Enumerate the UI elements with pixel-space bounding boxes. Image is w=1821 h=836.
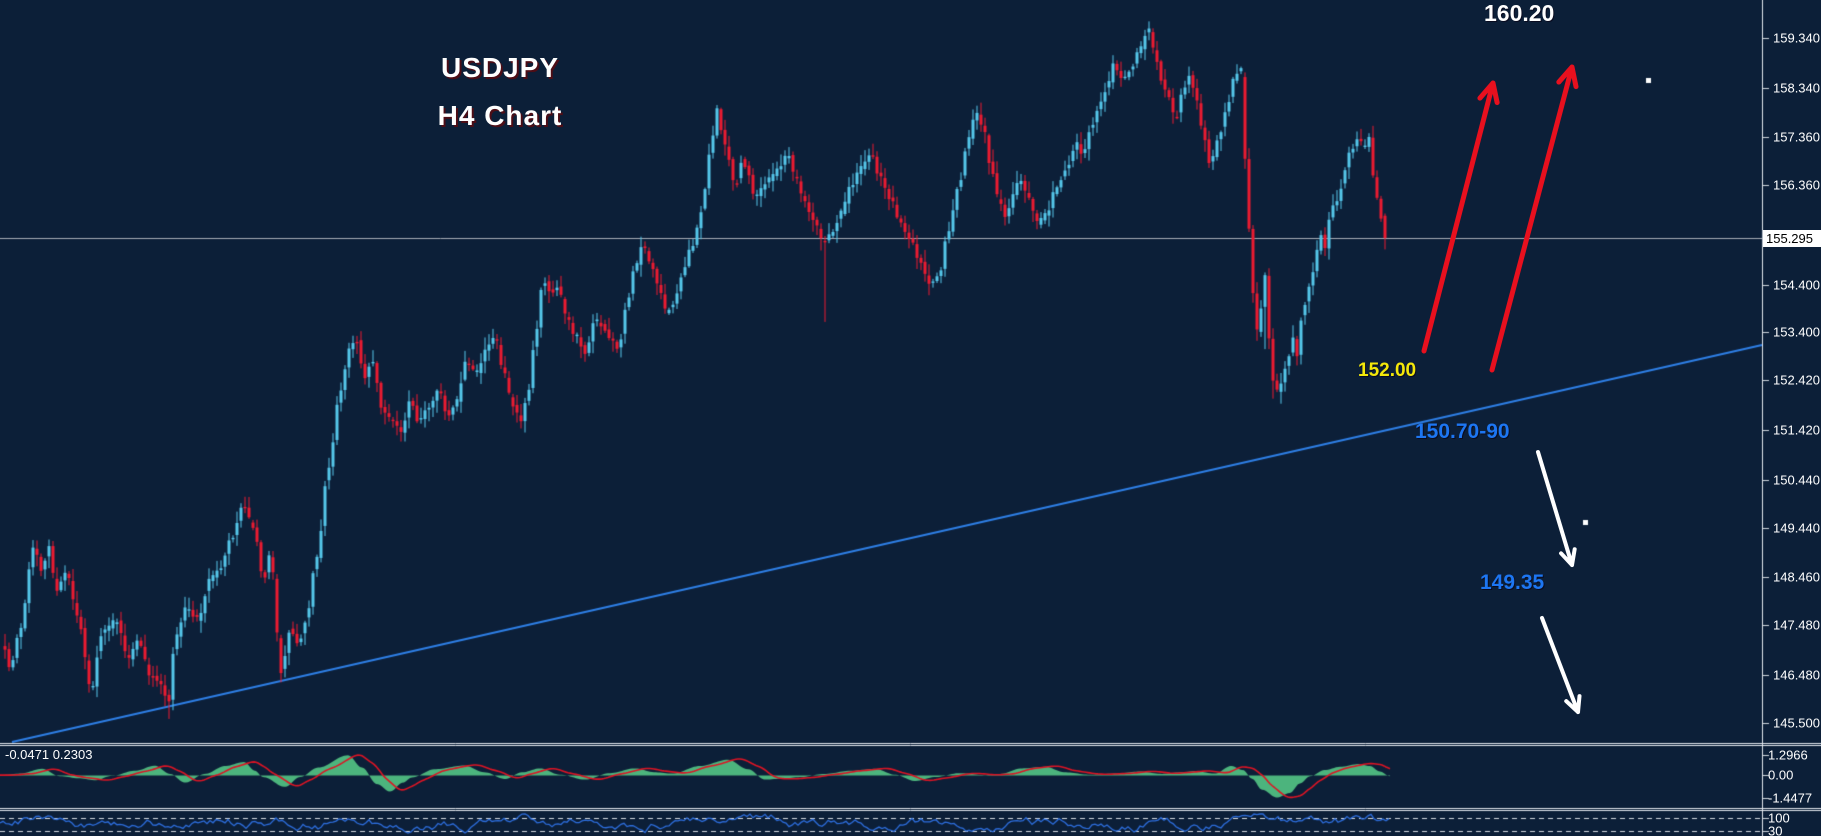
price-tick-label: 148.460 [1773, 569, 1820, 585]
level-label-152-00: 152.00 [1358, 360, 1417, 381]
lower-level-label: 30 [1768, 823, 1783, 836]
price-tick-label: 146.480 [1773, 667, 1820, 683]
price-tick-label: 150.440 [1773, 472, 1820, 488]
price-tick-label: 147.480 [1773, 617, 1820, 633]
indicator-scale-label: 0.00 [1768, 767, 1794, 783]
price-tick-label: 151.420 [1773, 422, 1820, 438]
target-label-149-35: 149.35 [1480, 571, 1545, 594]
price-tick-label: 158.340 [1773, 80, 1820, 96]
target-label-160-20: 160.20 [1484, 0, 1555, 26]
price-tick-label: 152.420 [1773, 372, 1820, 388]
price-tick-label: 154.400 [1773, 277, 1820, 293]
lower-level-label: 100 [1768, 810, 1790, 826]
indicator-values-label: -0.0471 0.2303 [5, 747, 93, 762]
price-tick-label: 156.360 [1773, 177, 1820, 193]
price-tick-label: 153.400 [1773, 324, 1820, 340]
timeframe-title: H4 Chart [437, 100, 563, 131]
price-tick-label: 145.500 [1773, 715, 1820, 731]
price-tick-label: 149.440 [1773, 520, 1820, 536]
chart-title: USDJPY H4 Chart [400, 52, 600, 132]
price-tick-label: 159.340 [1773, 30, 1820, 46]
indicator-scale-label: 1.2966 [1768, 747, 1808, 763]
current-price-tag: 155.295 [1763, 230, 1821, 247]
price-tick-label: 157.360 [1773, 129, 1820, 145]
symbol-title: USDJPY [440, 52, 560, 83]
zone-label-150-70-90: 150.70-90 [1415, 420, 1510, 443]
indicator-scale-label: -1.4477 [1768, 790, 1813, 806]
